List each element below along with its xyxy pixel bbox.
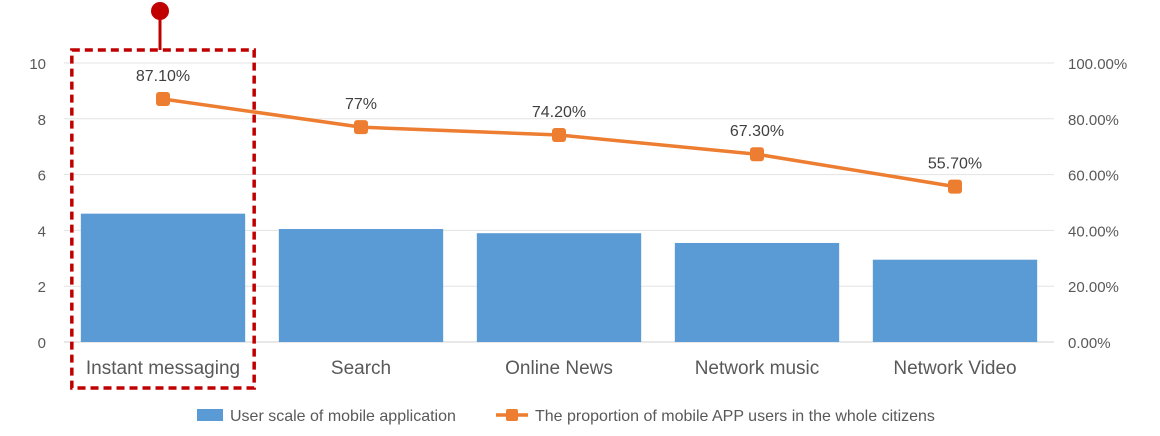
x-tick-label: Network Video (893, 358, 1016, 379)
legend: User scale of mobile application The prop… (197, 408, 935, 425)
bar-instant-messaging (80, 213, 246, 342)
y-left-tick-label: 8 (38, 112, 46, 129)
bar-online-news (476, 233, 642, 342)
legend-bar-label: User scale of mobile application (230, 408, 456, 425)
data-label: 87.10% (136, 68, 190, 85)
y-left-tick-label: 10 (29, 56, 46, 73)
y-right-tick-label: 100.00% (1068, 56, 1127, 73)
line-series: 87.10% 77% 74.20% 67.30% 55.70% (136, 68, 982, 194)
line-point-marker (750, 147, 764, 162)
x-tick-label: Online News (505, 358, 613, 379)
x-tick-label: Search (331, 358, 391, 379)
bar-search (278, 229, 444, 342)
bar-network-video (872, 259, 1038, 342)
line-point-marker (948, 179, 962, 194)
y-right-tick-label: 0.00% (1068, 335, 1111, 352)
data-label: 74.20% (532, 104, 586, 121)
legend-bar-swatch (197, 409, 223, 421)
highlight (70, 2, 256, 390)
data-label: 77% (345, 96, 377, 113)
line-point-marker (552, 127, 566, 142)
legend-line-label: The proportion of mobile APP users in th… (535, 408, 935, 425)
y-right-tick-label: 20.00% (1068, 279, 1119, 296)
legend-line-marker (506, 409, 518, 421)
axes: 0 0.00% 2 20.00% 4 40.00% 6 60.00% 8 80.00% 10 100.… (29, 56, 1127, 379)
y-left-tick-label: 6 (38, 168, 46, 185)
y-left-tick-label: 2 (38, 279, 46, 296)
y-right-tick-label: 80.00% (1068, 112, 1119, 129)
x-tick-label: Instant messaging (86, 358, 240, 379)
y-right-tick-label: 60.00% (1068, 168, 1119, 185)
line-point-marker (354, 120, 368, 135)
bar-series (80, 213, 1038, 342)
highlight-box (70, 48, 256, 390)
x-tick-label: Network music (695, 358, 820, 379)
line-point-marker (156, 91, 170, 106)
data-label: 55.70% (928, 156, 982, 173)
y-right-tick-label: 40.00% (1068, 223, 1119, 240)
y-left-tick-label: 4 (38, 223, 46, 240)
bar-network-music (674, 242, 840, 342)
y-left-tick-label: 0 (38, 335, 46, 352)
data-label: 67.30% (730, 123, 784, 140)
highlight-pin-head (151, 2, 169, 20)
